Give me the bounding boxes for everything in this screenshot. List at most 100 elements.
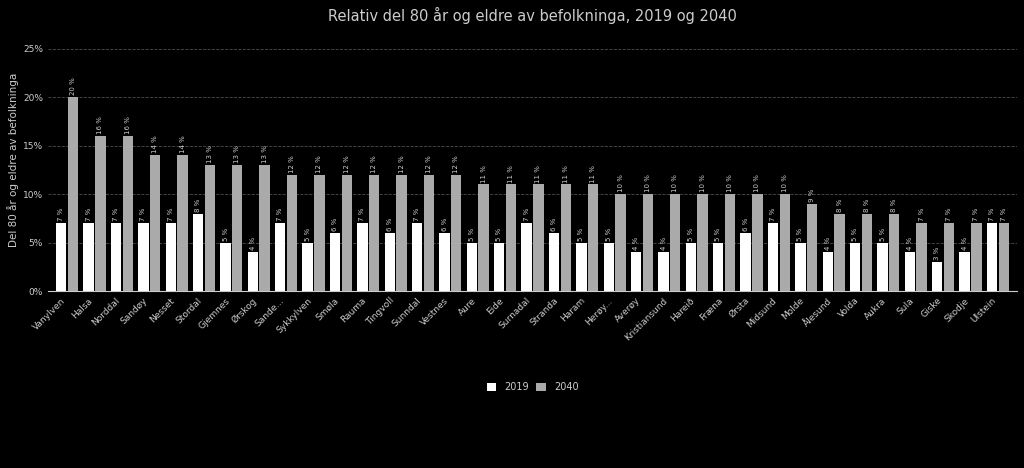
Text: 12 %: 12 %: [344, 155, 350, 173]
Text: 7 %: 7 %: [1000, 208, 1007, 221]
Bar: [439, 233, 450, 291]
Bar: [987, 223, 997, 291]
Text: 4 %: 4 %: [633, 237, 639, 250]
Text: 7 %: 7 %: [523, 208, 529, 221]
Bar: [259, 165, 270, 291]
Text: 5 %: 5 %: [852, 227, 858, 241]
Bar: [138, 223, 148, 291]
Bar: [916, 223, 927, 291]
Bar: [111, 223, 121, 291]
Bar: [904, 252, 915, 291]
Text: 6 %: 6 %: [551, 218, 557, 231]
Text: 4 %: 4 %: [660, 237, 667, 250]
Bar: [385, 233, 395, 291]
Bar: [643, 194, 653, 291]
Text: 12 %: 12 %: [398, 155, 404, 173]
Bar: [342, 175, 352, 291]
Bar: [83, 223, 94, 291]
Bar: [725, 194, 735, 291]
Text: 5 %: 5 %: [222, 227, 228, 241]
Text: 4 %: 4 %: [824, 237, 830, 250]
Text: 13 %: 13 %: [207, 145, 213, 163]
Bar: [424, 175, 434, 291]
Bar: [193, 213, 204, 291]
Bar: [220, 243, 230, 291]
Bar: [314, 175, 325, 291]
Bar: [835, 213, 845, 291]
Bar: [603, 243, 614, 291]
Text: 4 %: 4 %: [962, 237, 968, 250]
Bar: [123, 136, 133, 291]
Text: 7 %: 7 %: [168, 208, 174, 221]
Bar: [534, 184, 544, 291]
Bar: [177, 155, 187, 291]
Text: 20 %: 20 %: [70, 78, 76, 95]
Text: 10 %: 10 %: [617, 175, 624, 192]
Text: 5 %: 5 %: [497, 227, 502, 241]
Bar: [248, 252, 258, 291]
Text: 7 %: 7 %: [359, 208, 366, 221]
Text: 7 %: 7 %: [86, 208, 92, 221]
Text: 12 %: 12 %: [316, 155, 323, 173]
Bar: [631, 252, 641, 291]
Bar: [56, 223, 67, 291]
Text: 6 %: 6 %: [332, 218, 338, 231]
Bar: [740, 233, 751, 291]
Bar: [150, 155, 161, 291]
Text: 16 %: 16 %: [125, 116, 131, 134]
Text: 11 %: 11 %: [536, 165, 542, 183]
Text: 7 %: 7 %: [974, 208, 979, 221]
Bar: [615, 194, 626, 291]
Bar: [658, 252, 669, 291]
Bar: [330, 233, 340, 291]
Text: 7 %: 7 %: [113, 208, 119, 221]
Text: 10 %: 10 %: [755, 175, 761, 192]
Bar: [494, 243, 505, 291]
Text: 10 %: 10 %: [781, 175, 787, 192]
Text: 8 %: 8 %: [837, 198, 843, 212]
Bar: [889, 213, 899, 291]
Text: 5 %: 5 %: [469, 227, 475, 241]
Bar: [521, 223, 531, 291]
Text: 5 %: 5 %: [305, 227, 310, 241]
Text: 11 %: 11 %: [480, 165, 486, 183]
Bar: [878, 243, 888, 291]
Text: 5 %: 5 %: [606, 227, 611, 241]
Bar: [850, 243, 860, 291]
Text: 7 %: 7 %: [414, 208, 420, 221]
Bar: [232, 165, 243, 291]
Text: 14 %: 14 %: [179, 136, 185, 154]
Text: 8 %: 8 %: [196, 198, 201, 212]
Bar: [998, 223, 1009, 291]
Bar: [549, 233, 559, 291]
Text: 7 %: 7 %: [278, 208, 284, 221]
Bar: [932, 262, 942, 291]
Bar: [971, 223, 982, 291]
Text: 7 %: 7 %: [919, 208, 925, 221]
Bar: [396, 175, 407, 291]
Bar: [577, 243, 587, 291]
Text: 8 %: 8 %: [864, 198, 870, 212]
Y-axis label: Del 80 år og eldre av befolkninga: Del 80 år og eldre av befolkninga: [7, 73, 18, 248]
Bar: [166, 223, 176, 291]
Title: Relativ del 80 år og eldre av befolkninga, 2019 og 2040: Relativ del 80 år og eldre av befolkning…: [328, 7, 737, 24]
Bar: [275, 223, 286, 291]
Text: 10 %: 10 %: [673, 175, 678, 192]
Text: 8 %: 8 %: [891, 198, 897, 212]
Bar: [357, 223, 368, 291]
Text: 12 %: 12 %: [426, 155, 432, 173]
Text: 7 %: 7 %: [946, 208, 952, 221]
Text: 5 %: 5 %: [579, 227, 585, 241]
Text: 7 %: 7 %: [989, 208, 995, 221]
Bar: [753, 194, 763, 291]
Bar: [862, 213, 872, 291]
Bar: [697, 194, 708, 291]
Text: 11 %: 11 %: [590, 165, 596, 183]
Bar: [686, 243, 696, 291]
Bar: [412, 223, 422, 291]
Bar: [369, 175, 379, 291]
Bar: [713, 243, 724, 291]
Text: 7 %: 7 %: [770, 208, 776, 221]
Text: 4 %: 4 %: [250, 237, 256, 250]
Text: 13 %: 13 %: [234, 145, 241, 163]
